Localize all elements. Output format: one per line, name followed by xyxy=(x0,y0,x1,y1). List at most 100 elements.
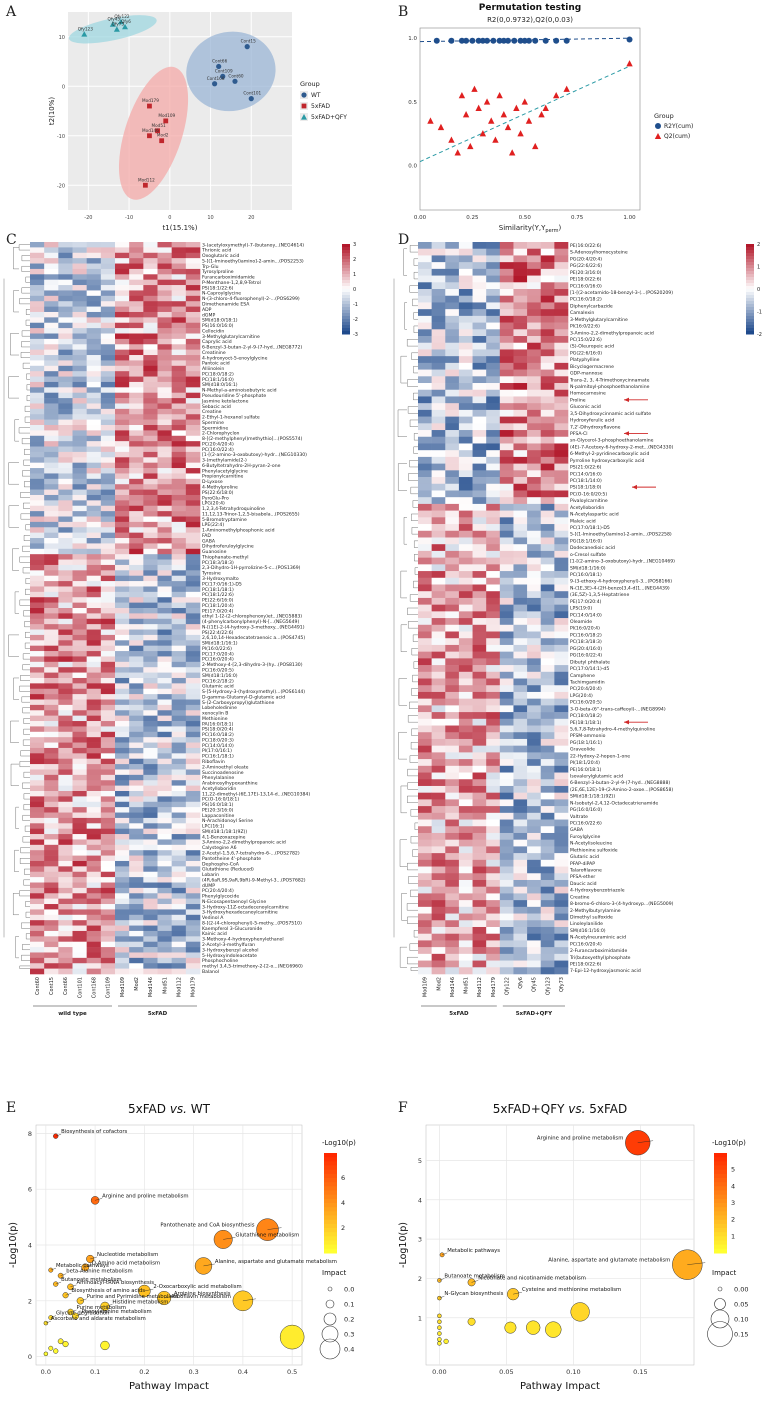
dendrogram-branch xyxy=(21,341,30,348)
legend-swatch xyxy=(342,316,350,320)
heatmap-cell xyxy=(458,497,473,505)
heatmap-cell xyxy=(72,774,87,781)
heatmap-cell xyxy=(58,500,73,507)
size-legend-title: Impact xyxy=(322,1269,346,1277)
row-label: Graveolide xyxy=(570,747,595,753)
heatmap-cell xyxy=(143,473,158,480)
pca-point xyxy=(244,44,250,50)
heatmap-cell xyxy=(445,517,460,525)
heatmap-cell xyxy=(72,715,87,722)
heatmap-cell xyxy=(527,597,542,605)
heatmap-cell xyxy=(486,712,501,720)
heatmap-cell xyxy=(72,242,87,248)
legend-tick-label: -2 xyxy=(353,317,358,323)
heatmap-cell xyxy=(185,634,201,641)
heatmap-cell xyxy=(72,575,87,582)
heatmap-cell xyxy=(472,651,487,659)
heatmap-cell xyxy=(486,920,501,928)
heatmap-cell xyxy=(115,613,130,620)
heatmap-cell xyxy=(458,859,473,867)
heatmap-cell xyxy=(486,779,501,787)
heatmap-cell xyxy=(129,796,144,803)
heatmap-cell xyxy=(30,742,45,749)
x-axis-label: Pathway Impact xyxy=(129,1381,209,1392)
heatmap-cell xyxy=(30,457,45,463)
heatmap-cell xyxy=(540,947,555,955)
heatmap-cell xyxy=(486,678,501,686)
heatmap-cell xyxy=(58,887,73,894)
heatmap-cell xyxy=(513,537,528,545)
heatmap-cell xyxy=(157,941,172,948)
heatmap-cell xyxy=(472,685,487,693)
heatmap-cell xyxy=(554,430,569,438)
colorbar-swatch xyxy=(324,1190,337,1196)
row-label: Calystegine A6 xyxy=(202,845,237,851)
heatmap-cell xyxy=(86,242,102,248)
row-label: sn-Glycerol-3-phosphoethanolamine xyxy=(570,438,654,444)
heatmap-cell xyxy=(115,796,130,803)
pca-point xyxy=(113,26,120,32)
legend-key xyxy=(654,133,662,139)
dendrogram-branch xyxy=(25,578,30,584)
heatmap-cell xyxy=(554,651,569,659)
heatmap-cell xyxy=(445,651,460,659)
heatmap-cell xyxy=(58,301,73,307)
row-label: Daucic acid xyxy=(570,881,597,887)
heatmap-cell xyxy=(185,425,201,431)
heatmap-cell xyxy=(100,505,116,512)
pathway-bubble xyxy=(279,1324,305,1350)
heatmap-cell xyxy=(72,866,87,873)
heatmap-cell xyxy=(157,801,172,808)
heatmap-cell xyxy=(157,414,172,420)
heatmap-cell xyxy=(157,392,172,399)
heatmap-cell xyxy=(458,967,473,975)
heatmap-cell xyxy=(472,906,487,914)
heatmap-cell xyxy=(129,441,144,447)
heatmap-cell xyxy=(185,532,201,539)
row-label: PC(17:0/16:1)-D5 xyxy=(202,581,242,587)
heatmap-cell xyxy=(72,731,87,738)
q2-point xyxy=(496,91,503,99)
heatmap-cell xyxy=(472,960,487,968)
heatmap-cell xyxy=(540,611,555,619)
heatmap-cell xyxy=(171,672,187,679)
heatmap-cell xyxy=(540,517,555,525)
legend-swatch xyxy=(746,292,754,296)
dendrogram-branch xyxy=(23,771,30,778)
heatmap-cell xyxy=(513,497,528,505)
heatmap-cell xyxy=(171,521,187,528)
heatmap-cell xyxy=(171,796,187,803)
heatmap-cell xyxy=(431,571,446,579)
heatmap-cell xyxy=(486,315,501,323)
heatmap-cell xyxy=(157,473,172,480)
heatmap-cell xyxy=(129,914,144,921)
row-label: Lobarin xyxy=(202,872,219,878)
heatmap-cell xyxy=(431,584,446,592)
heatmap-cell xyxy=(445,671,460,679)
size-legend-label: 0.2 xyxy=(344,1316,354,1324)
dendrogram-branch xyxy=(23,879,30,886)
pca-point xyxy=(147,133,152,139)
heatmap-cell xyxy=(527,389,542,397)
heatmap-cell xyxy=(129,672,144,679)
dendrogram-branch xyxy=(408,876,418,884)
heatmap-cell xyxy=(499,967,514,975)
row-label: Jasmine ketolactone xyxy=(201,398,249,404)
heatmap-cell xyxy=(554,255,569,263)
heatmap-cell xyxy=(499,443,514,451)
heatmap-cell xyxy=(458,248,473,256)
heatmap-cell xyxy=(527,665,542,673)
heatmap-cell xyxy=(44,715,59,722)
heatmap-cell xyxy=(44,468,59,474)
heatmap-cell xyxy=(431,315,446,323)
row-label: P-Menthane-1,2,8,9-Tetrol xyxy=(202,280,261,286)
heatmap-cell xyxy=(499,550,514,558)
heatmap-cell xyxy=(86,715,102,722)
dendrogram-branch xyxy=(21,954,30,961)
heatmap-cell xyxy=(513,409,528,417)
heatmap-cell xyxy=(445,812,460,820)
legend-tick-label: -1 xyxy=(757,310,762,316)
heatmap-cell xyxy=(431,268,446,276)
heatmap-cell xyxy=(143,414,158,420)
